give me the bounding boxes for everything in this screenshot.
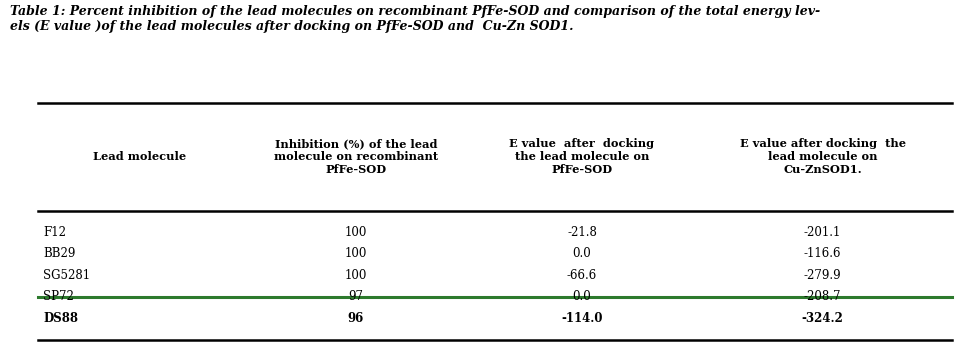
Text: F12: F12	[43, 226, 66, 239]
Text: Table 1: Percent inhibition of the lead molecules on recombinant PfFe-SOD and co: Table 1: Percent inhibition of the lead …	[10, 5, 819, 33]
Text: -21.8: -21.8	[566, 226, 597, 239]
Text: 0.0: 0.0	[572, 247, 591, 260]
Text: -201.1: -201.1	[803, 226, 840, 239]
Text: 97: 97	[348, 291, 363, 303]
Text: 100: 100	[344, 269, 367, 282]
Text: 0.0: 0.0	[572, 291, 591, 303]
Text: -208.7: -208.7	[803, 291, 840, 303]
Text: -324.2: -324.2	[801, 312, 843, 325]
Text: -116.6: -116.6	[803, 247, 840, 260]
Text: 100: 100	[344, 226, 367, 239]
Text: 96: 96	[348, 312, 363, 325]
Text: E value  after  docking
the lead molecule on
PfFe-SOD: E value after docking the lead molecule …	[509, 138, 653, 175]
Text: E value after docking  the
lead molecule on
Cu-ZnSOD1.: E value after docking the lead molecule …	[739, 138, 904, 175]
Text: 100: 100	[344, 247, 367, 260]
Text: -66.6: -66.6	[566, 269, 597, 282]
Text: -279.9: -279.9	[802, 269, 841, 282]
Text: SP72: SP72	[43, 291, 74, 303]
Text: Inhibition (%) of the lead
molecule on recombinant
PfFe-SOD: Inhibition (%) of the lead molecule on r…	[274, 138, 437, 175]
Text: SG5281: SG5281	[43, 269, 90, 282]
Text: -114.0: -114.0	[560, 312, 603, 325]
Text: DS88: DS88	[43, 312, 78, 325]
Text: BB29: BB29	[43, 247, 76, 260]
Text: Lead molecule: Lead molecule	[93, 151, 185, 162]
